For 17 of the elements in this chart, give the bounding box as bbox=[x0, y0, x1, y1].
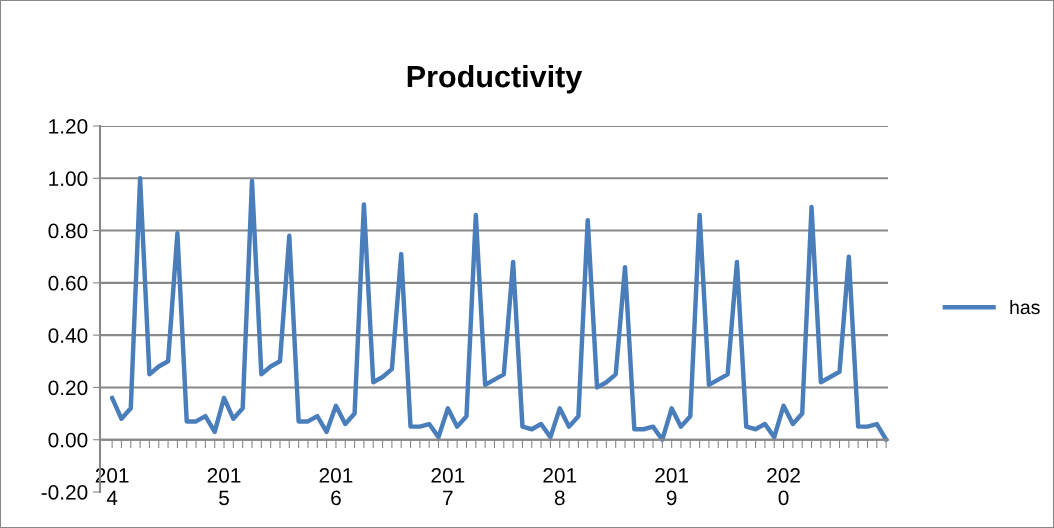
y-tick-label: 1.20 bbox=[49, 119, 88, 134]
x-tick-label: 201 6 bbox=[319, 468, 353, 506]
x-tick-label: 201 8 bbox=[543, 468, 577, 506]
x-tick-label: 201 7 bbox=[431, 468, 465, 506]
line-series bbox=[109, 176, 889, 442]
y-tick-label: 0.00 bbox=[48, 432, 88, 448]
legend-label: has bbox=[1010, 299, 1040, 315]
y-tick-label: 1.00 bbox=[49, 171, 88, 187]
x-tick-label: 202 0 bbox=[767, 468, 800, 506]
y-tick-label: -0.20 bbox=[41, 485, 88, 500]
x-tick-label: 201 9 bbox=[655, 468, 689, 506]
x-tick-label: 201 5 bbox=[207, 468, 241, 506]
y-tick-label: 0.60 bbox=[48, 275, 88, 291]
y-tick-label: 0.20 bbox=[48, 380, 88, 396]
y-tick-label: 0.40 bbox=[48, 328, 88, 343]
chart-title: Productivity bbox=[407, 64, 583, 94]
y-tick-label: 0.80 bbox=[48, 223, 88, 239]
